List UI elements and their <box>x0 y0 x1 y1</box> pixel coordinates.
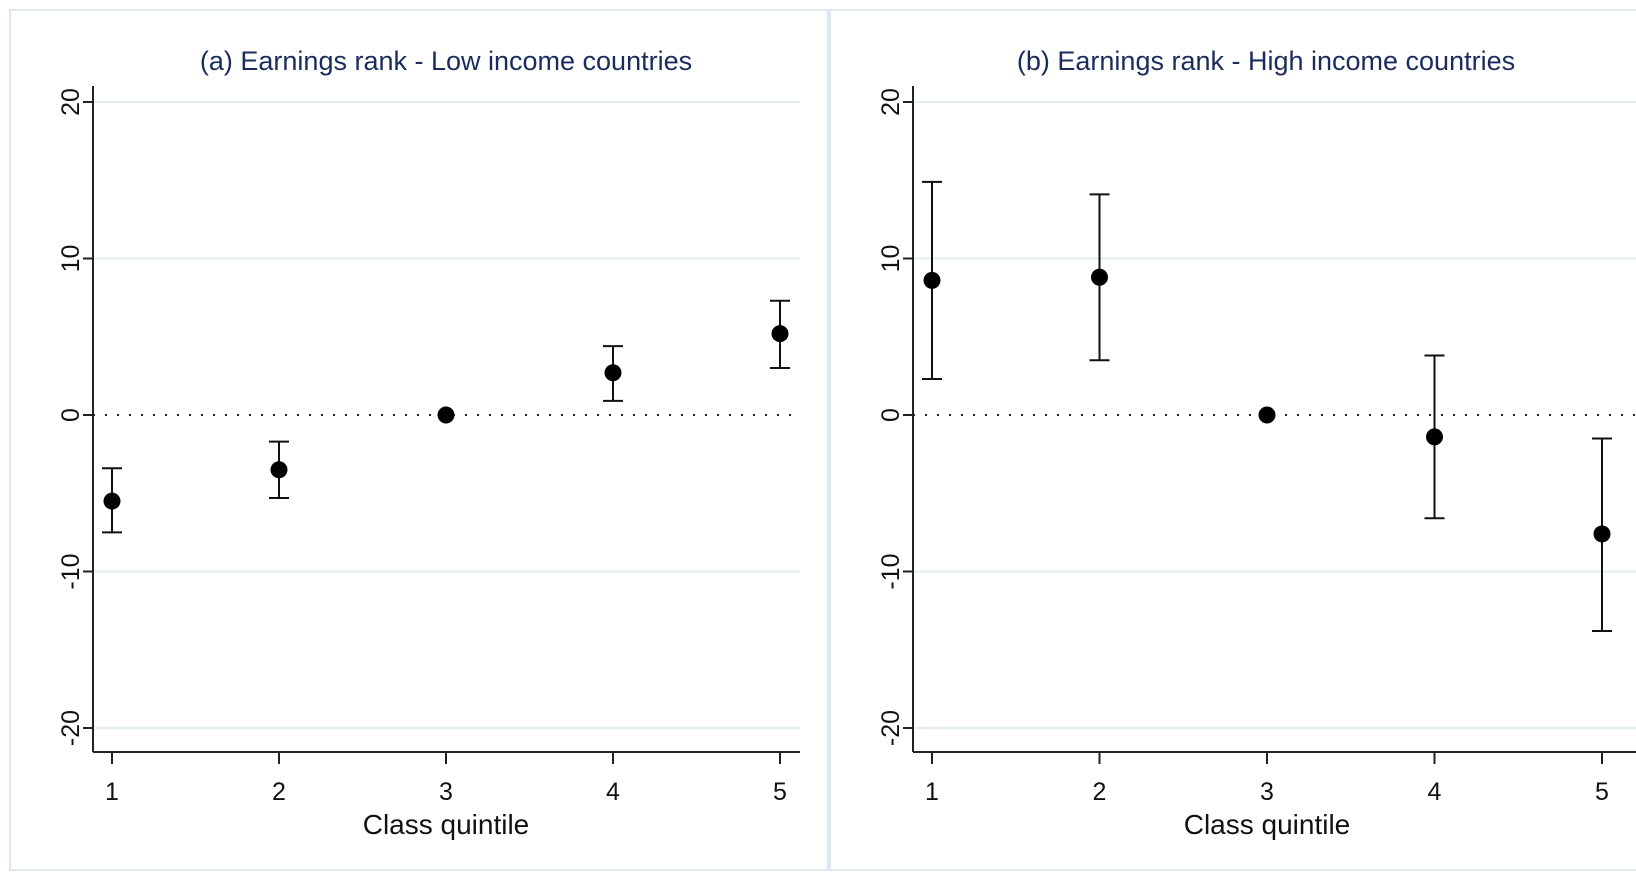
y-tick-label: -20 <box>57 710 85 746</box>
y-tick-label: -20 <box>877 710 905 746</box>
data-point <box>1593 525 1611 543</box>
y-tick-label: 0 <box>57 408 85 422</box>
x-tick-label: 4 <box>1428 778 1442 806</box>
y-tick-label: -10 <box>57 553 85 589</box>
x-tick-label: 2 <box>1093 778 1107 806</box>
data-point <box>1258 406 1276 424</box>
data-point <box>437 406 455 424</box>
panel-background <box>9 9 829 871</box>
chart-panel-1: (a) Earnings rank - Low income countries… <box>9 9 829 871</box>
x-axis-title: Class quintile <box>1184 809 1351 840</box>
x-axis-title: Class quintile <box>363 809 530 840</box>
data-point <box>103 492 121 510</box>
y-tick-label: -10 <box>877 553 905 589</box>
y-tick-label: 10 <box>877 245 905 273</box>
x-tick-label: 5 <box>1595 778 1609 806</box>
data-point <box>923 271 941 289</box>
data-point <box>270 461 288 479</box>
chart-title: (a) Earnings rank - Low income countries <box>200 46 692 76</box>
x-tick-label: 1 <box>105 778 119 806</box>
x-tick-label: 5 <box>773 778 787 806</box>
x-tick-label: 3 <box>1260 778 1274 806</box>
panel-background <box>829 9 1636 871</box>
y-tick-label: 0 <box>877 408 905 422</box>
x-tick-label: 3 <box>439 778 453 806</box>
data-point <box>1091 268 1108 286</box>
chart-title: (b) Earnings rank - High income countrie… <box>1017 46 1515 76</box>
x-tick-label: 1 <box>925 778 939 806</box>
y-tick-label: 20 <box>57 88 85 116</box>
data-point <box>771 325 789 343</box>
y-tick-label: 10 <box>57 245 85 273</box>
chart-panel-2: (b) Earnings rank - High income countrie… <box>829 9 1636 871</box>
data-point <box>604 364 622 382</box>
x-tick-label: 4 <box>606 778 620 806</box>
data-point <box>1426 428 1443 446</box>
x-tick-label: 2 <box>272 778 286 806</box>
y-tick-label: 20 <box>877 88 905 116</box>
